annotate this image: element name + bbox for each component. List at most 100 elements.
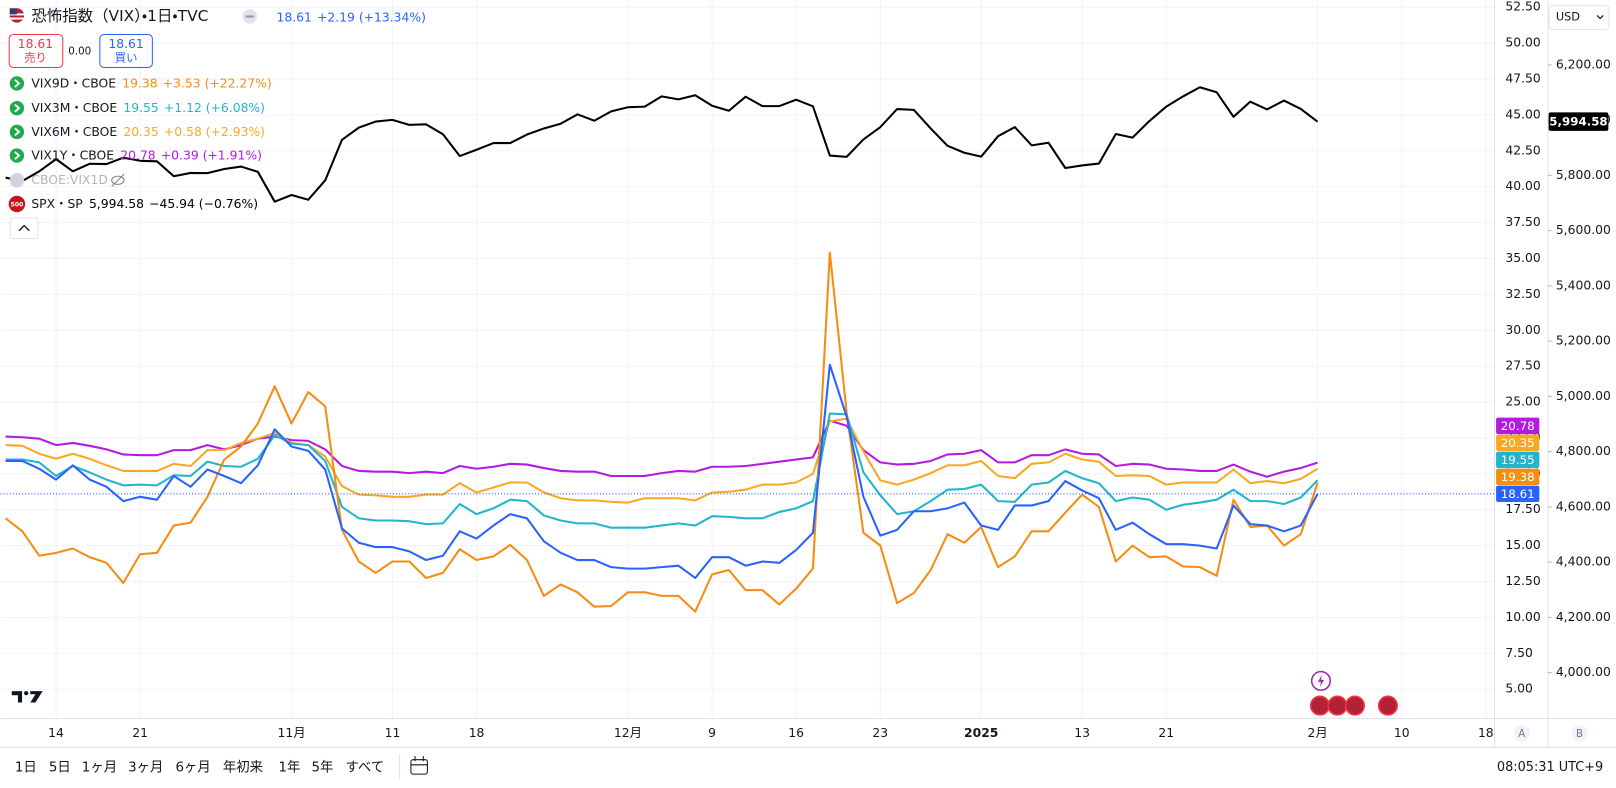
buy-button[interactable]: 18.61 買い [99,33,153,68]
legend-change: −45.94 (−0.76%) [149,196,258,210]
scale-button[interactable]: A [1513,725,1531,742]
legend-row[interactable]: VIX3M・CBOE 19.55 +1.12 (+6.08%) [9,100,265,116]
scale-button-bg [1513,725,1531,742]
y-tick-label: 32.50 [1505,287,1541,301]
sell-button[interactable]: 18.61 売り [8,33,64,68]
x-tick-label: 9 [708,726,716,740]
last-value-label: 20.78 [1501,419,1535,433]
legend-last: 20.35 [123,124,158,138]
last-value-tag [1548,112,1609,131]
grid [0,0,1495,718]
legend-last: 20.78 [120,148,156,162]
legend-change: +0.58 (+2.93%) [164,124,265,138]
x-tick-label: 10 [1394,726,1410,740]
range-button[interactable]: 1日 [15,760,37,775]
legend-change: +3.53 (+22.27%) [163,76,272,90]
range-button[interactable]: 1年 [279,759,301,775]
range-button[interactable]: 3ヶ月 [128,760,163,775]
legend-text: VIX3M・CBOE 19.55 +1.12 (+6.08%) [31,101,265,115]
y2-tick-label: 5,600.00 [1556,223,1611,237]
legend-row[interactable]: VIX1Y・CBOE 20.78 +0.39 (+1.91%) [9,148,262,163]
header-price: 18.61 +2.19 (+13.34%) [276,10,425,24]
legend-text: SPX・SP 5,994.58 −45.94 (−0.76%) [31,196,258,210]
visibility-toggle[interactable] [111,173,125,187]
y-tick-label: 25.00 [1505,395,1541,409]
y-tick-label: 5.00 [1505,682,1533,696]
y-tick-label: 7.50 [1505,646,1533,660]
legend-name: VIX3M・CBOE [31,101,117,115]
legend-row[interactable]: VIX6M・CBOE 20.35 +0.58 (+2.93%) [9,124,265,140]
scale-button-bg [1571,725,1588,742]
tv-logo [11,691,43,703]
legend-icon [8,195,26,213]
legend-icon [9,124,25,140]
legend-icon [9,148,25,163]
legend-text: VIX6M・CBOE 20.35 +0.58 (+2.93%) [31,124,265,138]
y-tick-label: 10.00 [1505,610,1541,624]
scale-button[interactable]: B [1571,725,1588,742]
legend-row[interactable]: CBOE:VIX1D [9,173,125,188]
y-tick-label: 37.50 [1505,215,1541,229]
scale-button-label: A [1518,728,1525,740]
range-button[interactable]: 5年 [312,759,334,775]
x-tick-label: 11 [385,726,401,740]
y-tick-label: 15.00 [1505,538,1541,552]
collapse-button[interactable] [9,217,39,239]
y2-tick-label: 5,200.00 [1556,334,1611,348]
legend-change: +1.12 (+6.08%) [164,101,265,115]
last-value-label: 5,994.58 [1549,115,1607,129]
series-line [5,363,1319,579]
legend-icon [9,173,25,188]
legend-text: VIX1Y・CBOE 20.78 +0.39 (+1.91%) [31,148,262,162]
x-tick-label: 13 [1074,726,1090,740]
legend-icon-arrow [14,103,21,113]
last-value-tag [1496,434,1540,452]
legend-text: VIX9D・CBOE 19.38 +3.53 (+22.27%) [31,76,271,90]
y2-tick-label: 4,400.00 [1556,555,1611,569]
clock: 08:05:31 UTC+9 [1497,760,1603,775]
legend-name: VIX1Y・CBOE [31,148,114,162]
y-tick-label: 12.50 [1505,574,1541,588]
legend-name: CBOE:VIX1D [31,173,108,187]
range-button[interactable]: すべて [346,759,385,775]
legend-row[interactable]: VIX9D・CBOE 19.38 +3.53 (+22.27%) [9,76,272,91]
range-button[interactable]: 1ヶ月 [82,760,117,775]
range-button[interactable]: 5日 [49,760,71,775]
y-tick-label: 45.00 [1505,107,1541,121]
sell-label: 売り [24,51,47,65]
last-value-tag [1496,468,1540,486]
x-tick-label: 11月 [277,726,305,740]
legend-name: SPX・SP [31,196,83,210]
buy-price: 18.61 [108,37,143,51]
last-value-label: 19.55 [1501,453,1535,467]
series-line [5,412,1319,529]
date-range-button[interactable] [410,756,428,775]
y2-tick-label: 4,600.00 [1556,499,1611,513]
x-tick-label: 12月 [614,726,642,740]
x-tick-label: 18 [1478,726,1494,740]
series-line [5,417,1319,504]
axes: 5.007.5010.0012.5015.0017.5020.0022.5025… [48,0,1611,740]
legend-row[interactable]: 500 SPX・SP 5,994.58 −45.94 (−0.76%) [8,195,258,213]
eye-slash [111,173,125,187]
legend: VIX9D・CBOE 19.38 +3.53 (+22.27%) VIX3M・CBOE… [8,76,272,213]
last-value-label: 18.61 [1501,487,1535,501]
y2-tick-label: 5,400.00 [1556,278,1611,292]
spread: 0.00 [68,46,91,58]
legend-name: VIX9D・CBOE [31,76,116,90]
last-value-tag [1496,417,1540,435]
legend-change: +0.39 (+1.91%) [161,148,262,162]
legend-icon-arrow [14,151,21,160]
range-button[interactable]: 年初来 [223,759,263,775]
scale-button-label: B [1576,728,1583,740]
legend-logo: 500 [10,201,23,208]
y-tick-label: 42.50 [1505,143,1541,157]
y-tick-label: 27.50 [1505,359,1541,373]
range-button[interactable]: 6ヶ月 [176,760,211,775]
y2-tick-label: 4,200.00 [1556,610,1611,624]
y-tick-label: 30.00 [1505,323,1541,337]
currency-select[interactable]: USD [1548,5,1610,30]
buy-label: 買い [115,51,138,65]
legend-icon [9,100,25,116]
